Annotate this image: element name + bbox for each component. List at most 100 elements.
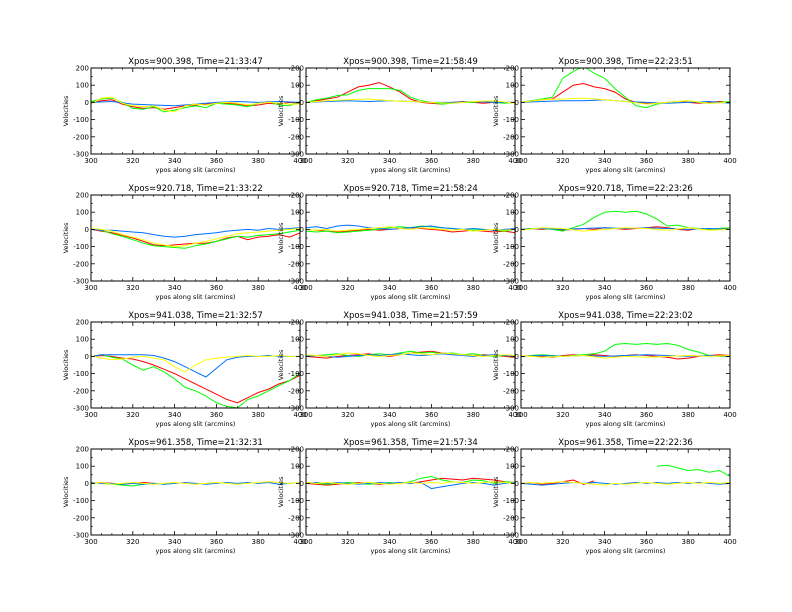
y-tick-label: 100: [291, 82, 304, 90]
x-tick-label: 300: [299, 538, 312, 546]
x-tick-label: 300: [514, 284, 527, 292]
subplot-9: Xpos=941.038, Time=22:23:02 300 320 340 360 3…: [492, 311, 737, 428]
x-axis-label: ypos along slit (arcmins): [371, 166, 451, 174]
y-tick-label: 0: [515, 226, 519, 234]
x-tick-label: 360: [210, 284, 223, 292]
subplot-title: Xpos=961.358, Time=21:57:34: [343, 438, 478, 448]
series-yellow-line: [306, 352, 515, 357]
x-tick-label: 300: [84, 157, 97, 165]
subplot-title: Xpos=920.718, Time=22:23:26: [558, 184, 693, 194]
x-tick-label: 380: [252, 411, 265, 419]
y-tick-label: -100: [73, 116, 89, 124]
x-tick-label: 340: [383, 157, 396, 165]
x-tick-label: 400: [723, 411, 736, 419]
y-tick-label: -300: [288, 278, 304, 286]
y-tick-label: -300: [73, 532, 89, 540]
subplot-title: Xpos=900.398, Time=21:33:47: [128, 57, 263, 67]
subplot-10: Xpos=961.358, Time=21:32:31 300 320 340 360 3…: [62, 438, 307, 555]
x-tick-label: 320: [556, 284, 569, 292]
y-tick-label: -100: [288, 243, 304, 251]
y-tick-label: -200: [288, 514, 304, 522]
y-tick-label: 0: [515, 99, 519, 107]
x-tick-label: 340: [598, 157, 611, 165]
y-tick-label: -200: [73, 133, 89, 141]
x-tick-label: 300: [299, 157, 312, 165]
plot-frame: [520, 194, 731, 282]
y-axis-label: Velocities: [492, 476, 500, 507]
x-axis-label: ypos along slit (arcmins): [586, 166, 666, 174]
subplot-title: Xpos=961.358, Time=22:22:36: [558, 438, 693, 448]
x-tick-label: 340: [598, 538, 611, 546]
x-tick-label: 300: [84, 284, 97, 292]
x-tick-label: 360: [425, 157, 438, 165]
y-tick-label: -300: [288, 405, 304, 413]
plot-frame: [520, 321, 731, 409]
y-tick-label: -200: [503, 514, 519, 522]
x-tick-label: 360: [640, 157, 653, 165]
y-tick-label: -200: [288, 387, 304, 395]
series-blue-line: [91, 227, 300, 238]
y-tick-label: 100: [76, 463, 89, 471]
series-yellow-line: [521, 354, 730, 359]
plot-frame: [90, 67, 301, 155]
subplot-3: Xpos=900.398, Time=22:23:51 300 320 340 360 3…: [492, 57, 737, 174]
series-yellow-line: [521, 97, 730, 105]
y-tick-label: -300: [503, 278, 519, 286]
x-tick-label: 400: [508, 284, 521, 292]
x-tick-label: 380: [682, 284, 695, 292]
x-axis-label: ypos along slit (arcmins): [586, 293, 666, 301]
y-tick-label: 200: [291, 192, 304, 200]
series-green-line: [521, 342, 730, 357]
subplot-12: Xpos=961.358, Time=22:22:36 300 320 340 360 3…: [492, 438, 737, 555]
subplot-title: Xpos=961.358, Time=21:32:31: [128, 438, 263, 448]
x-tick-label: 300: [84, 411, 97, 419]
y-axis-label: Velocities: [277, 95, 285, 126]
x-tick-label: 300: [514, 411, 527, 419]
x-tick-label: 400: [293, 538, 306, 546]
series-yellow-line: [91, 228, 300, 248]
y-tick-label: 0: [515, 480, 519, 488]
x-tick-label: 380: [682, 538, 695, 546]
x-tick-label: 320: [556, 538, 569, 546]
plot-frame: [305, 67, 516, 155]
y-tick-label: -100: [73, 497, 89, 505]
subplot-5: Xpos=920.718, Time=21:58:24 300 320 340 360 3…: [277, 184, 522, 301]
y-tick-label: 100: [291, 209, 304, 217]
x-tick-label: 400: [293, 157, 306, 165]
x-tick-label: 300: [514, 157, 527, 165]
series-blue-line: [91, 481, 300, 485]
series-green-line: [656, 464, 730, 477]
y-tick-label: 0: [85, 226, 89, 234]
y-tick-label: 0: [515, 353, 519, 361]
y-tick-label: 0: [300, 99, 304, 107]
plot-frame: [90, 194, 301, 282]
y-tick-label: -100: [503, 370, 519, 378]
y-axis-label: Velocities: [62, 95, 70, 126]
subplot-title: Xpos=941.038, Time=22:23:02: [558, 311, 693, 321]
plot-frame: [90, 448, 301, 536]
series-yellow-line: [521, 481, 730, 486]
x-tick-label: 320: [556, 157, 569, 165]
y-axis-label: Velocities: [492, 95, 500, 126]
y-tick-label: -300: [73, 405, 89, 413]
x-tick-label: 320: [126, 157, 139, 165]
x-tick-label: 360: [640, 411, 653, 419]
x-axis-label: ypos along slit (arcmins): [371, 420, 451, 428]
subplot-11: Xpos=961.358, Time=21:57:34 300 320 340 360 3…: [277, 438, 522, 555]
y-tick-label: 0: [300, 226, 304, 234]
x-tick-label: 320: [341, 411, 354, 419]
y-tick-label: 0: [85, 480, 89, 488]
series-green-line: [91, 354, 300, 408]
y-tick-label: 200: [506, 319, 519, 327]
x-axis-label: ypos along slit (arcmins): [156, 293, 236, 301]
x-tick-label: 320: [341, 538, 354, 546]
plot-frame: [520, 67, 731, 155]
y-tick-label: -100: [503, 497, 519, 505]
y-tick-label: -300: [288, 532, 304, 540]
y-tick-label: -300: [73, 151, 89, 159]
x-tick-label: 400: [508, 157, 521, 165]
x-tick-label: 320: [126, 284, 139, 292]
y-tick-label: -200: [73, 260, 89, 268]
plot-frame: [305, 321, 516, 409]
series-blue-line: [91, 354, 300, 378]
